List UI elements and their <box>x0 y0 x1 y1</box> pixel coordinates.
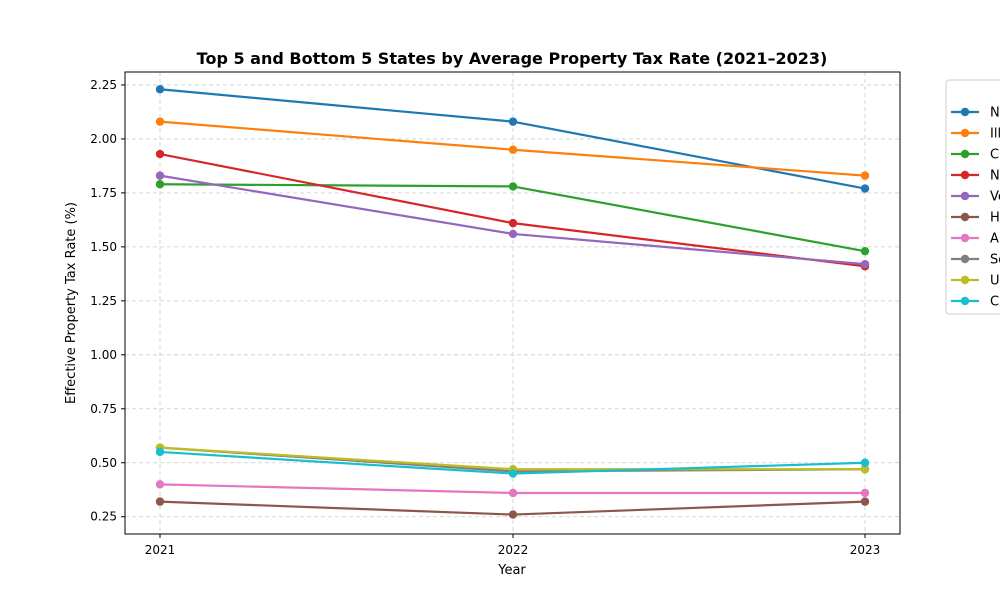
y-tick-label: 2.25 <box>90 78 117 92</box>
legend-marker <box>960 254 970 264</box>
data-point <box>155 85 165 94</box>
y-tick-label: 1.75 <box>90 186 117 200</box>
y-axis: 0.25 0.50 0.75 1.00 1.25 1.50 1.75 2.00 2.25 <box>90 78 125 524</box>
data-point <box>155 180 165 189</box>
data-point <box>860 171 870 180</box>
data-point <box>508 469 518 478</box>
legend-marker <box>960 191 970 201</box>
x-tick-label: 2022 <box>498 543 529 557</box>
legend-label: So <box>990 253 1000 268</box>
legend-marker <box>960 212 970 222</box>
legend-marker <box>960 170 970 180</box>
data-point <box>508 229 518 239</box>
x-tick-label: 2023 <box>850 543 881 557</box>
data-point <box>860 497 870 506</box>
legend-label: N <box>990 106 1000 121</box>
data-point <box>860 184 870 193</box>
data-point <box>155 171 165 180</box>
data-point <box>155 480 165 489</box>
y-axis-label: Effective Property Tax Rate (%) <box>64 202 79 404</box>
legend-marker <box>960 107 970 117</box>
data-point <box>860 488 870 498</box>
legend-marker <box>960 233 970 243</box>
legend-label: N <box>990 169 1000 184</box>
y-tick-label: 1.00 <box>90 348 117 362</box>
legend-marker <box>960 275 970 285</box>
data-point <box>508 117 518 126</box>
data-point <box>860 259 870 269</box>
data-point <box>155 149 165 159</box>
data-point <box>508 145 518 154</box>
legend-label: C <box>990 148 999 163</box>
y-tick-label: 0.75 <box>90 402 117 416</box>
x-axis-label: Year <box>497 563 526 578</box>
chart-title: Top 5 and Bottom 5 States by Average Pro… <box>197 49 828 68</box>
data-point <box>155 117 165 126</box>
y-tick-label: 2.00 <box>90 132 117 146</box>
legend-label: Ill <box>990 127 1000 142</box>
data-point <box>860 246 870 256</box>
legend-label: Ve <box>990 190 1000 205</box>
y-tick-label: 0.50 <box>90 456 117 470</box>
legend-label: C <box>990 295 999 310</box>
legend-label: H <box>990 211 1000 226</box>
legend-marker <box>960 296 970 306</box>
y-tick-label: 0.25 <box>90 510 117 524</box>
y-tick-label: 1.50 <box>90 240 117 254</box>
data-point <box>860 458 870 467</box>
legend-marker <box>960 149 970 159</box>
data-point <box>860 465 870 474</box>
data-point <box>508 510 518 519</box>
data-point <box>508 488 518 498</box>
data-point <box>155 447 165 457</box>
data-point <box>155 497 165 506</box>
legend-label: U <box>990 274 1000 289</box>
legend-marker <box>960 128 970 138</box>
legend: NIllCNVeHAlSoUC <box>945 79 1000 315</box>
data-point <box>508 218 518 228</box>
x-tick-label: 2021 <box>145 543 176 557</box>
legend-label: Al <box>990 232 1000 247</box>
y-tick-label: 1.25 <box>90 294 117 308</box>
x-axis: 2021 2022 2023 <box>145 534 881 557</box>
data-point <box>508 182 518 191</box>
series-group <box>155 85 870 519</box>
